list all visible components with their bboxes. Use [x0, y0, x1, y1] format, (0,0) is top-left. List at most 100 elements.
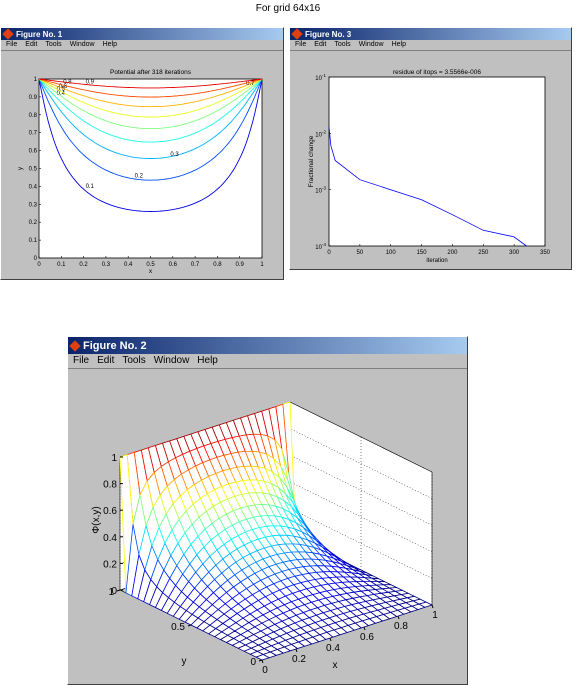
x-tick-label: 200 — [447, 250, 458, 256]
menu-item[interactable]: Tools — [122, 355, 146, 366]
x-tick-label: 100 — [386, 250, 397, 256]
tick-exponent: -4 — [322, 242, 326, 247]
y-tick-label: 10-3 — [315, 186, 326, 195]
menu-item[interactable]: Help — [391, 41, 406, 48]
tick-base: 10 — [315, 132, 322, 138]
tool-button[interactable] — [344, 55, 352, 63]
x-axis-label: x — [333, 660, 338, 671]
tool-button[interactable] — [67, 55, 75, 63]
tick-base: 10 — [315, 245, 322, 251]
menu-item[interactable]: Edit — [25, 41, 38, 48]
x-tick-label: 0 — [327, 250, 331, 256]
toolbar — [68, 368, 467, 391]
tool-button[interactable] — [202, 374, 214, 386]
tool-button[interactable] — [380, 55, 388, 63]
tick-exponent: -2 — [322, 129, 326, 134]
tool-button[interactable] — [218, 374, 230, 386]
x-tick — [397, 615, 400, 620]
x-tick-label: 150 — [417, 250, 428, 256]
x-tick-label: 0.7 — [191, 262, 200, 268]
x-axis-label: iteration — [426, 258, 447, 264]
window-title: Figure No. 3 — [305, 29, 352, 39]
x-tick-label: 0 — [37, 262, 41, 268]
x-tick-label: 1 — [260, 262, 264, 268]
x-tick-label: 0.6 — [360, 632, 374, 643]
contour-line — [38, 79, 263, 181]
contour-line — [39, 78, 262, 89]
y-axis-label: y — [17, 166, 24, 170]
x-tick — [363, 626, 366, 631]
y-tick-label: 10-1 — [315, 73, 326, 82]
tool-button[interactable] — [392, 55, 400, 63]
contour-label: 0.9 — [86, 79, 95, 85]
menu-item[interactable]: Edit — [97, 355, 115, 366]
y-tick-label: 0.3 — [29, 202, 38, 208]
x-tick — [329, 637, 332, 642]
title-bar: Figure No. 1 — [1, 28, 283, 40]
contour-line — [39, 79, 262, 159]
menu-item[interactable]: File — [73, 355, 90, 366]
title-bar: Figure No. 3 — [290, 28, 571, 40]
contour-label: 0.1 — [86, 184, 95, 190]
tool-button[interactable] — [186, 374, 198, 386]
tool-button[interactable] — [404, 55, 412, 63]
tool-button[interactable] — [115, 55, 123, 63]
x-tick-label: 50 — [357, 250, 364, 256]
title-bar: Figure No. 2 — [68, 337, 467, 354]
tool-button[interactable] — [416, 55, 424, 63]
menu-item[interactable]: File — [6, 41, 18, 48]
tick-exponent: -1 — [322, 73, 326, 78]
tool-button[interactable] — [356, 55, 364, 63]
menu-item[interactable]: Help — [197, 355, 218, 366]
x-axis-label: x — [149, 268, 153, 275]
x-tick-label: 0.4 — [124, 262, 133, 268]
x-tick-label: 0.2 — [79, 262, 88, 268]
contour-label: 0.6 — [59, 84, 68, 90]
menu-bar: File Edit Tools Window Help — [1, 40, 283, 50]
menu-bar: File Edit Tools Window Help — [68, 354, 467, 368]
tool-button[interactable] — [127, 55, 135, 63]
axes-background — [38, 78, 263, 259]
menu-item[interactable]: Window — [69, 41, 95, 48]
tick-base: 10 — [315, 189, 322, 195]
y-tick — [258, 659, 263, 662]
contour-line — [39, 78, 262, 108]
x-tick — [261, 659, 264, 664]
z-tick-label: 0.2 — [103, 559, 117, 570]
x-tick-label: 0.4 — [326, 643, 340, 654]
x-tick-label: 0 — [262, 665, 268, 676]
tool-button[interactable] — [55, 55, 63, 63]
x-tick-label: 0.5 — [146, 262, 155, 268]
tool-button[interactable] — [91, 55, 99, 63]
contour-line — [39, 78, 262, 130]
tool-button[interactable] — [170, 374, 182, 386]
tool-button[interactable] — [234, 374, 246, 386]
tool-button[interactable] — [79, 55, 87, 63]
menu-item[interactable]: Window — [153, 355, 190, 366]
contour-label: 0.2 — [135, 174, 144, 180]
window-title: Figure No. 1 — [16, 29, 63, 39]
menu-item[interactable]: Tools — [45, 41, 62, 48]
y-tick-label: 1 — [34, 77, 38, 83]
x-tick-label: 0.3 — [102, 262, 111, 268]
menu-item[interactable]: Window — [358, 41, 384, 48]
menu-item[interactable]: Help — [102, 41, 117, 48]
menu-item[interactable]: Tools — [334, 41, 351, 48]
x-tick-label: 0.8 — [394, 621, 408, 632]
x-tick-label: 350 — [540, 250, 551, 256]
menu-item[interactable]: File — [295, 41, 307, 48]
x-tick-label: 1 — [432, 610, 438, 621]
contour-label: 0.4 — [57, 91, 66, 97]
tool-button[interactable] — [154, 374, 166, 386]
tick-exponent: -3 — [322, 186, 326, 191]
y-axis-label: y — [182, 656, 187, 667]
contour-line — [39, 78, 262, 98]
tick-base: 10 — [315, 76, 322, 82]
tool-button[interactable] — [368, 55, 376, 63]
z-tick-label: 0.8 — [103, 480, 117, 491]
y-tick-label: 1 — [108, 587, 114, 598]
menu-item[interactable]: Edit — [314, 41, 327, 48]
tool-button[interactable] — [103, 55, 111, 63]
tool-button[interactable] — [138, 374, 150, 386]
z-tick-label: 0.4 — [103, 533, 117, 544]
